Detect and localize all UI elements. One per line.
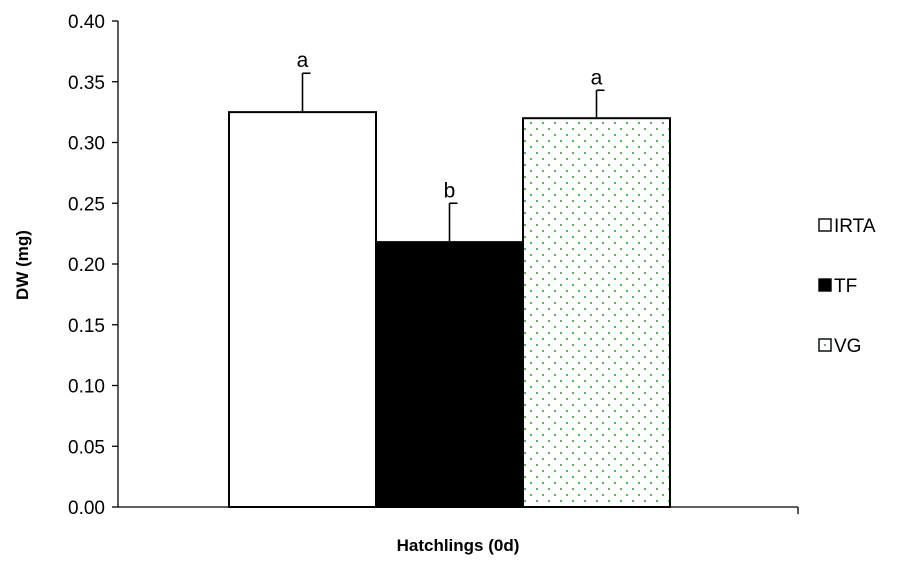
- y-tick-label: 0.10: [68, 377, 105, 398]
- y-tick-label: 0.15: [68, 316, 105, 337]
- bar-vg: [522, 117, 671, 508]
- y-tick-label: 0.25: [68, 194, 105, 215]
- significance-label: b: [444, 179, 456, 202]
- legend-label-tf: TF: [834, 276, 857, 297]
- y-tick-label: 0.05: [68, 437, 105, 458]
- legend-swatch-vg: [818, 338, 832, 352]
- x-axis: [118, 506, 799, 514]
- y-axis-title: DW (mg): [13, 230, 32, 300]
- y-tick-label: 0.40: [68, 12, 105, 33]
- bars-group: a b a: [228, 49, 671, 508]
- y-axis: 0.00 0.05 0.10 0.15 0.20 0.25 0.30 0.35 0.40: [68, 12, 119, 519]
- significance-label: a: [591, 66, 603, 89]
- x-axis-title: Hatchlings (0d): [397, 536, 520, 555]
- y-tick-label: 0.35: [68, 73, 105, 94]
- y-tick-label: 0.00: [68, 498, 105, 519]
- bar-tf: [375, 241, 524, 508]
- y-tick-label: 0.30: [68, 134, 105, 155]
- legend-label-irta: IRTA: [834, 216, 876, 237]
- legend-swatch-irta: [818, 218, 832, 232]
- y-tick-label: 0.20: [68, 255, 105, 276]
- significance-label: a: [297, 49, 309, 72]
- legend-swatch-tf: [818, 278, 832, 292]
- legend-label-vg: VG: [834, 336, 861, 357]
- legend: IRTA TF VG: [818, 216, 876, 357]
- bar-irta: [228, 111, 377, 508]
